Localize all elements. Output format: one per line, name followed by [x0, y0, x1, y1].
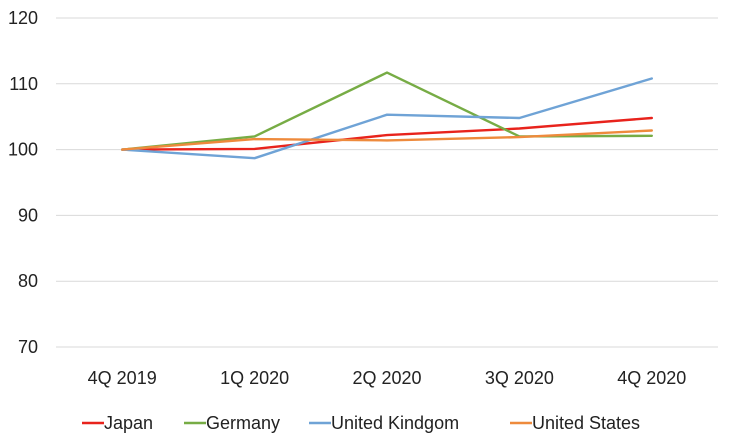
legend-label: Japan	[104, 413, 153, 433]
y-tick-label: 90	[18, 205, 38, 225]
x-tick-label: 4Q 2020	[617, 368, 686, 388]
x-tick-label: 3Q 2020	[485, 368, 554, 388]
series-line-germany	[120, 71, 653, 151]
y-tick-label: 120	[8, 8, 38, 28]
y-tick-label: 70	[18, 337, 38, 357]
y-tick-label: 80	[18, 271, 38, 291]
series-line-united-states	[120, 129, 653, 151]
y-tick-label: 100	[8, 140, 38, 160]
y-tick-label: 110	[9, 74, 38, 94]
x-tick-label: 4Q 2019	[88, 368, 157, 388]
legend-label: Germany	[206, 413, 280, 433]
legend-label: United States	[532, 413, 640, 433]
series-line-japan	[120, 116, 653, 151]
x-tick-label: 1Q 2020	[220, 368, 289, 388]
series-line-united-kindgom	[120, 77, 653, 160]
x-tick-label: 2Q 2020	[352, 368, 421, 388]
legend-label: United Kindgom	[331, 413, 459, 433]
